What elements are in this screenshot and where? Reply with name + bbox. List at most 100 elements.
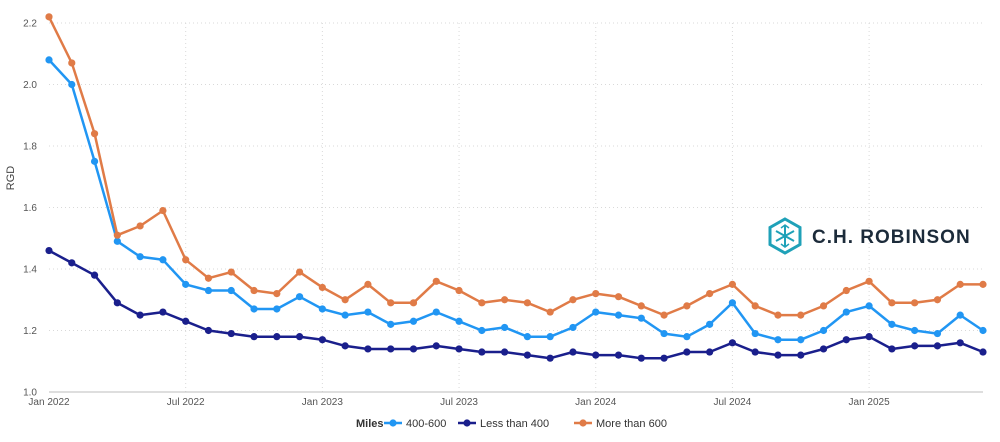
data-point[interactable] bbox=[204, 326, 213, 335]
data-point[interactable] bbox=[933, 342, 942, 350]
data-point[interactable] bbox=[842, 336, 850, 344]
data-point[interactable] bbox=[250, 286, 258, 295]
data-point[interactable] bbox=[979, 280, 987, 288]
data-point[interactable] bbox=[478, 299, 486, 307]
data-point[interactable] bbox=[136, 253, 144, 261]
data-point[interactable] bbox=[341, 311, 349, 319]
data-point[interactable] bbox=[979, 326, 987, 335]
data-point[interactable] bbox=[683, 333, 691, 341]
data-point[interactable] bbox=[227, 329, 235, 338]
data-point[interactable] bbox=[182, 280, 190, 288]
data-point[interactable] bbox=[842, 286, 850, 295]
data-point[interactable] bbox=[387, 345, 395, 353]
data-point[interactable] bbox=[204, 286, 213, 295]
data-point[interactable] bbox=[432, 342, 440, 350]
data-point[interactable] bbox=[409, 345, 418, 353]
data-point[interactable] bbox=[637, 302, 645, 310]
data-point[interactable] bbox=[295, 333, 304, 341]
data-point[interactable] bbox=[728, 280, 737, 288]
data-point[interactable] bbox=[387, 320, 395, 328]
data-point[interactable] bbox=[614, 293, 623, 301]
data-point[interactable] bbox=[523, 351, 531, 359]
data-point[interactable] bbox=[569, 296, 577, 304]
data-point[interactable] bbox=[819, 345, 828, 353]
data-point[interactable] bbox=[136, 311, 144, 319]
data-point[interactable] bbox=[295, 293, 304, 301]
data-point[interactable] bbox=[159, 308, 167, 316]
data-point[interactable] bbox=[159, 206, 167, 215]
data-point[interactable] bbox=[295, 268, 304, 276]
data-point[interactable] bbox=[911, 299, 919, 307]
legend-item[interactable]: More than 600 bbox=[574, 418, 667, 430]
data-point[interactable] bbox=[546, 308, 554, 316]
data-point[interactable] bbox=[409, 317, 418, 325]
data-point[interactable] bbox=[364, 280, 372, 288]
data-point[interactable] bbox=[797, 311, 805, 319]
data-point[interactable] bbox=[660, 354, 668, 362]
data-point[interactable] bbox=[182, 256, 190, 264]
data-point[interactable] bbox=[273, 290, 281, 298]
data-point[interactable] bbox=[637, 314, 645, 322]
data-point[interactable] bbox=[569, 348, 577, 356]
data-point[interactable] bbox=[956, 311, 964, 319]
data-point[interactable] bbox=[592, 308, 600, 316]
data-point[interactable] bbox=[546, 354, 554, 362]
data-point[interactable] bbox=[797, 351, 805, 359]
data-point[interactable] bbox=[614, 311, 623, 319]
data-point[interactable] bbox=[911, 326, 919, 335]
data-point[interactable] bbox=[774, 336, 782, 344]
data-point[interactable] bbox=[501, 323, 509, 332]
data-point[interactable] bbox=[728, 299, 737, 307]
data-point[interactable] bbox=[45, 13, 53, 21]
data-point[interactable] bbox=[751, 302, 759, 310]
data-point[interactable] bbox=[45, 56, 53, 64]
data-point[interactable] bbox=[797, 336, 805, 344]
data-point[interactable] bbox=[888, 345, 896, 353]
data-point[interactable] bbox=[592, 351, 600, 359]
data-point[interactable] bbox=[432, 308, 440, 316]
data-point[interactable] bbox=[455, 286, 463, 295]
data-point[interactable] bbox=[478, 326, 486, 335]
data-point[interactable] bbox=[227, 268, 235, 276]
data-point[interactable] bbox=[68, 259, 76, 267]
data-point[interactable] bbox=[68, 59, 76, 67]
data-point[interactable] bbox=[455, 345, 463, 353]
data-point[interactable] bbox=[204, 274, 213, 282]
data-point[interactable] bbox=[432, 277, 440, 285]
data-point[interactable] bbox=[683, 348, 691, 356]
data-point[interactable] bbox=[888, 320, 896, 328]
data-point[interactable] bbox=[956, 339, 964, 347]
data-point[interactable] bbox=[706, 348, 714, 356]
data-point[interactable] bbox=[956, 280, 964, 288]
data-point[interactable] bbox=[90, 130, 99, 138]
data-point[interactable] bbox=[250, 333, 258, 341]
data-point[interactable] bbox=[683, 302, 691, 310]
data-point[interactable] bbox=[751, 348, 759, 356]
data-point[interactable] bbox=[819, 302, 828, 310]
data-point[interactable] bbox=[90, 271, 99, 279]
data-point[interactable] bbox=[774, 311, 782, 319]
data-point[interactable] bbox=[273, 333, 281, 341]
data-point[interactable] bbox=[546, 333, 554, 341]
data-point[interactable] bbox=[660, 329, 668, 338]
data-point[interactable] bbox=[979, 348, 987, 356]
data-point[interactable] bbox=[113, 299, 121, 307]
data-point[interactable] bbox=[523, 299, 531, 307]
data-point[interactable] bbox=[318, 283, 326, 292]
data-point[interactable] bbox=[523, 333, 531, 341]
data-point[interactable] bbox=[341, 296, 349, 304]
data-point[interactable] bbox=[501, 296, 509, 304]
data-point[interactable] bbox=[159, 256, 167, 264]
data-point[interactable] bbox=[318, 336, 326, 344]
data-point[interactable] bbox=[865, 302, 873, 310]
legend-item[interactable]: 400-600 bbox=[384, 418, 446, 430]
legend-item[interactable]: Less than 400 bbox=[458, 418, 549, 430]
data-point[interactable] bbox=[592, 290, 600, 298]
data-point[interactable] bbox=[341, 342, 349, 350]
data-point[interactable] bbox=[728, 339, 737, 347]
data-point[interactable] bbox=[706, 320, 714, 328]
data-point[interactable] bbox=[227, 286, 235, 295]
data-point[interactable] bbox=[455, 317, 463, 325]
data-point[interactable] bbox=[865, 333, 873, 341]
data-point[interactable] bbox=[68, 80, 76, 89]
